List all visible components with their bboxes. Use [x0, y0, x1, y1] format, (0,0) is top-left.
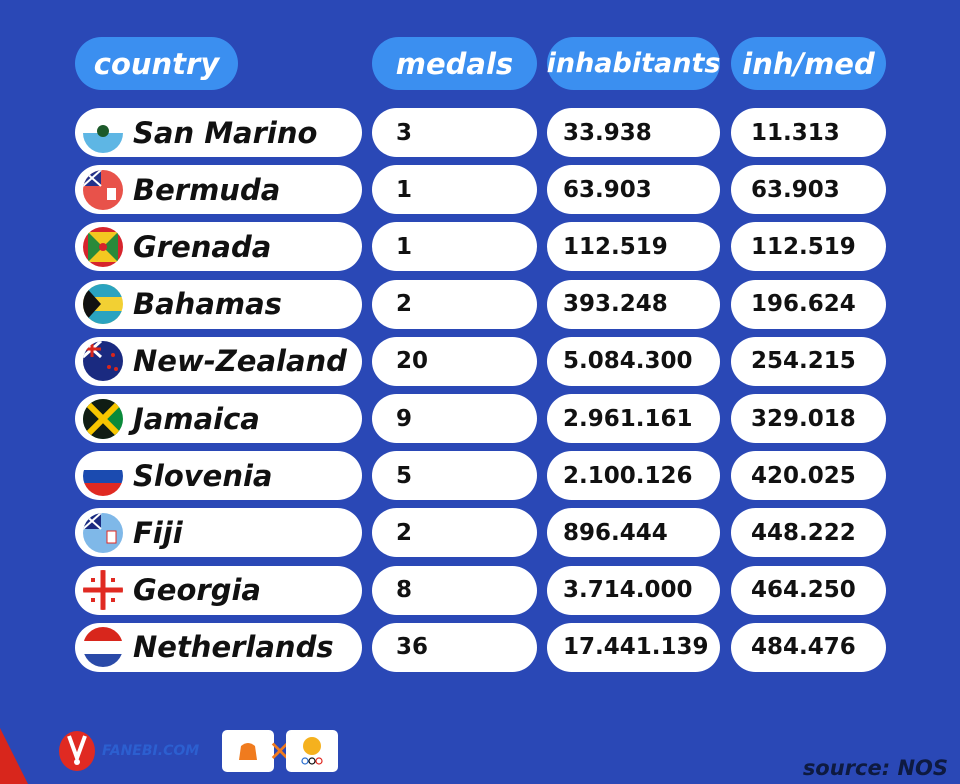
inhabitants-cell: 896.444: [547, 508, 720, 558]
table-row: Bermuda 1 63.903 63.903: [0, 165, 960, 215]
country-cell: Bahamas: [75, 279, 362, 329]
inhabitants-cell: 2.100.126: [547, 451, 720, 501]
header-inhabitants: inhabitants: [547, 37, 720, 90]
country-cell: Grenada: [75, 222, 362, 272]
san-marino-flag-icon: [83, 112, 123, 153]
table-row: Georgia 8 3.714.000 464.250: [0, 565, 960, 615]
table-row: Bahamas 2 393.248 196.624: [0, 279, 960, 329]
inh-med-cell: 464.250: [731, 565, 886, 615]
inhabitants-cell: 3.714.000: [547, 565, 720, 615]
inhabitants-cell: 63.903: [547, 165, 720, 215]
medals-cell: 3: [372, 108, 537, 157]
country-name: Slovenia: [133, 458, 273, 493]
medals-cell: 2: [372, 508, 537, 558]
netherlands-flag-icon: [83, 627, 123, 668]
source-label: source: NOS: [802, 756, 948, 780]
header-inh-med: inh/med: [731, 37, 886, 90]
table-row: San Marino 3 33.938 11.313: [0, 108, 960, 157]
table-row: Slovenia 5 2.100.126 420.025: [0, 451, 960, 501]
fiji-flag-icon: [83, 512, 123, 553]
georgia-flag-icon: [83, 570, 123, 611]
inhabitants-cell: 33.938: [547, 108, 720, 157]
inh-med-cell: 484.476: [731, 622, 886, 672]
table-row: Jamaica 9 2.961.161 329.018: [0, 394, 960, 443]
inh-med-cell: 420.025: [731, 451, 886, 501]
slovenia-flag-icon: [83, 455, 123, 496]
inh-med-cell: 11.313: [731, 108, 886, 157]
medals-cell: 5: [372, 451, 537, 501]
header-country: country: [75, 37, 238, 90]
country-cell: New-Zealand: [75, 336, 362, 386]
country-cell: San Marino: [75, 108, 362, 157]
medals-cell: 36: [372, 622, 537, 672]
country-name: Bahamas: [133, 287, 282, 322]
inhabitants-cell: 5.084.300: [547, 336, 720, 386]
table-row: New-Zealand 20 5.084.300 254.215: [0, 336, 960, 386]
inhabitants-cell: 393.248: [547, 279, 720, 329]
new-zealand-flag-icon: [83, 341, 123, 382]
bahamas-flag-icon: [83, 284, 123, 325]
country-cell: Netherlands: [75, 622, 362, 672]
country-cell: Fiji: [75, 508, 362, 558]
table-row: Netherlands 36 17.441.139 484.476: [0, 622, 960, 672]
inh-med-cell: 329.018: [731, 394, 886, 443]
inhabitants-cell: 2.961.161: [547, 394, 720, 443]
bermuda-flag-icon: [83, 169, 123, 210]
inhabitants-cell: 17.441.139: [547, 622, 720, 672]
header-medals: medals: [372, 37, 537, 90]
medals-cell: 9: [372, 394, 537, 443]
medals-cell: 2: [372, 279, 537, 329]
inh-med-cell: 254.215: [731, 336, 886, 386]
partner-logos: ✕: [222, 730, 338, 772]
x-divider-icon: ✕: [268, 734, 292, 768]
grenada-flag-icon: [83, 226, 123, 267]
country-name: Netherlands: [133, 630, 334, 665]
inhabitants-cell: 112.519: [547, 222, 720, 272]
country-cell: Georgia: [75, 565, 362, 615]
country-name: Fiji: [133, 515, 183, 550]
inh-med-cell: 112.519: [731, 222, 886, 272]
medals-cell: 1: [372, 222, 537, 272]
table-row: Grenada 1 112.519 112.519: [0, 222, 960, 272]
country-name: San Marino: [133, 115, 318, 150]
lion-logo: [222, 730, 274, 772]
country-name: Grenada: [133, 229, 272, 264]
country-cell: Jamaica: [75, 394, 362, 443]
table-row: Fiji 2 896.444 448.222: [0, 508, 960, 558]
inh-med-cell: 196.624: [731, 279, 886, 329]
olympic-logo: [286, 730, 338, 772]
country-name: New-Zealand: [133, 344, 347, 379]
medals-cell: 1: [372, 165, 537, 215]
brand-text: FANEBI.COM: [102, 743, 200, 759]
fanebi-logo: FANEBI.COM: [56, 730, 199, 772]
medals-cell: 20: [372, 336, 537, 386]
red-corner-decoration: [0, 728, 28, 784]
country-name: Jamaica: [133, 401, 260, 436]
country-name: Bermuda: [133, 172, 281, 207]
country-cell: Bermuda: [75, 165, 362, 215]
fanebi-icon: [59, 731, 95, 771]
inh-med-cell: 448.222: [731, 508, 886, 558]
country-name: Georgia: [133, 573, 261, 608]
country-cell: Slovenia: [75, 451, 362, 501]
medals-cell: 8: [372, 565, 537, 615]
inh-med-cell: 63.903: [731, 165, 886, 215]
jamaica-flag-icon: [83, 398, 123, 439]
